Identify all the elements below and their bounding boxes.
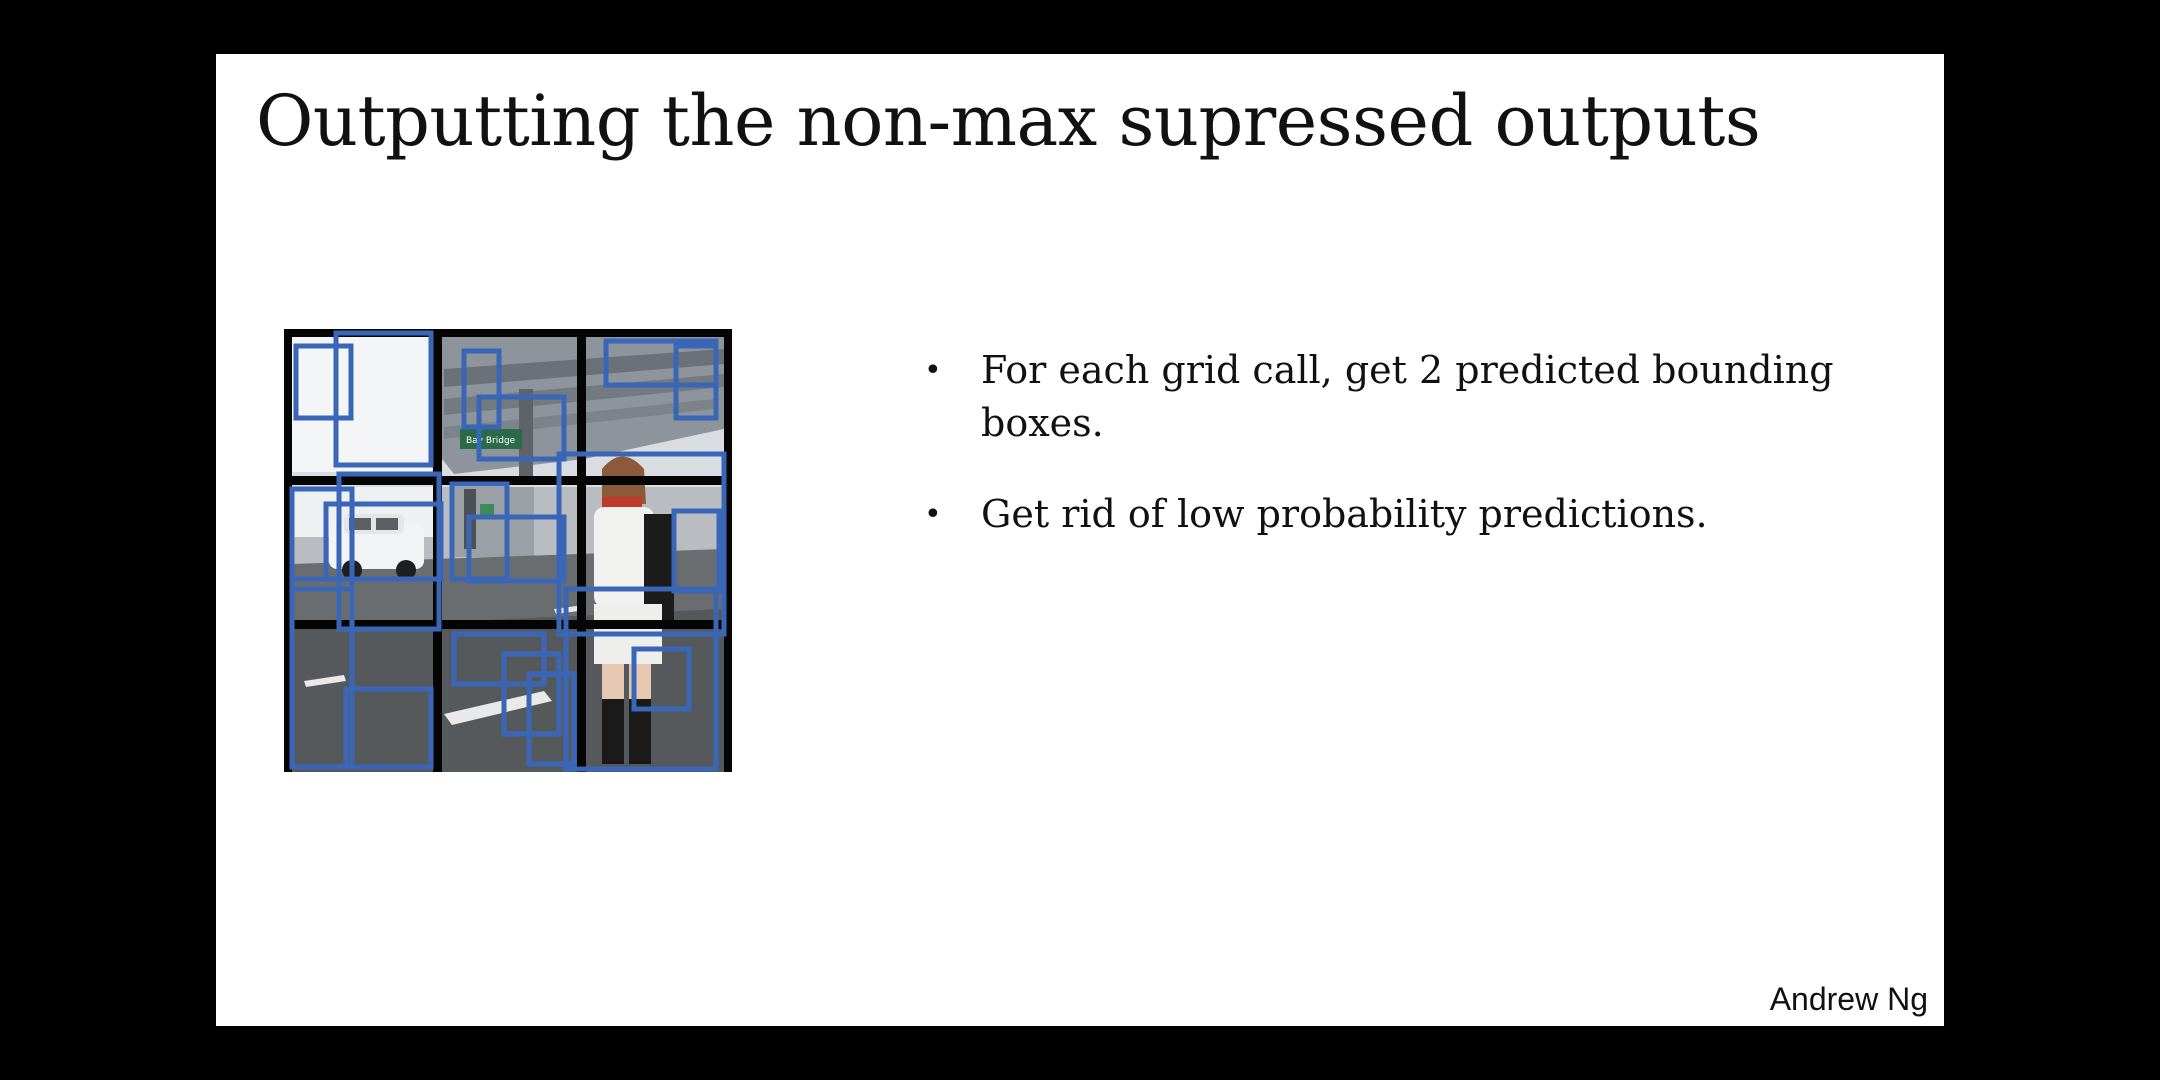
bullet-text: Get rid of low probability predictions. <box>981 492 1708 536</box>
svg-text:Bay Bridge: Bay Bridge <box>466 436 516 446</box>
street-scene: Bay Bridge <box>292 337 724 772</box>
bullet-marker: • <box>924 353 942 388</box>
bullet-text: For each grid call, get 2 predicted boun… <box>981 348 1834 445</box>
grid-photo-illustration: Bay Bridge <box>284 329 732 772</box>
predicted-boxes <box>289 330 727 772</box>
bullet-marker: • <box>924 497 942 532</box>
author-credit: Andrew Ng <box>1769 981 1928 1017</box>
bullet-item: • For each grid call, get 2 predicted bo… <box>924 344 1924 450</box>
slide: Outputting the non-max supressed outputs… <box>216 54 1944 1026</box>
bullet-item: • Get rid of low probability predictions… <box>924 488 1924 541</box>
slide-title: Outputting the non-max supressed outputs <box>256 80 1761 162</box>
bullet-list: • For each grid call, get 2 predicted bo… <box>924 344 1924 579</box>
grid-photo: Bay Bridge <box>284 329 732 772</box>
